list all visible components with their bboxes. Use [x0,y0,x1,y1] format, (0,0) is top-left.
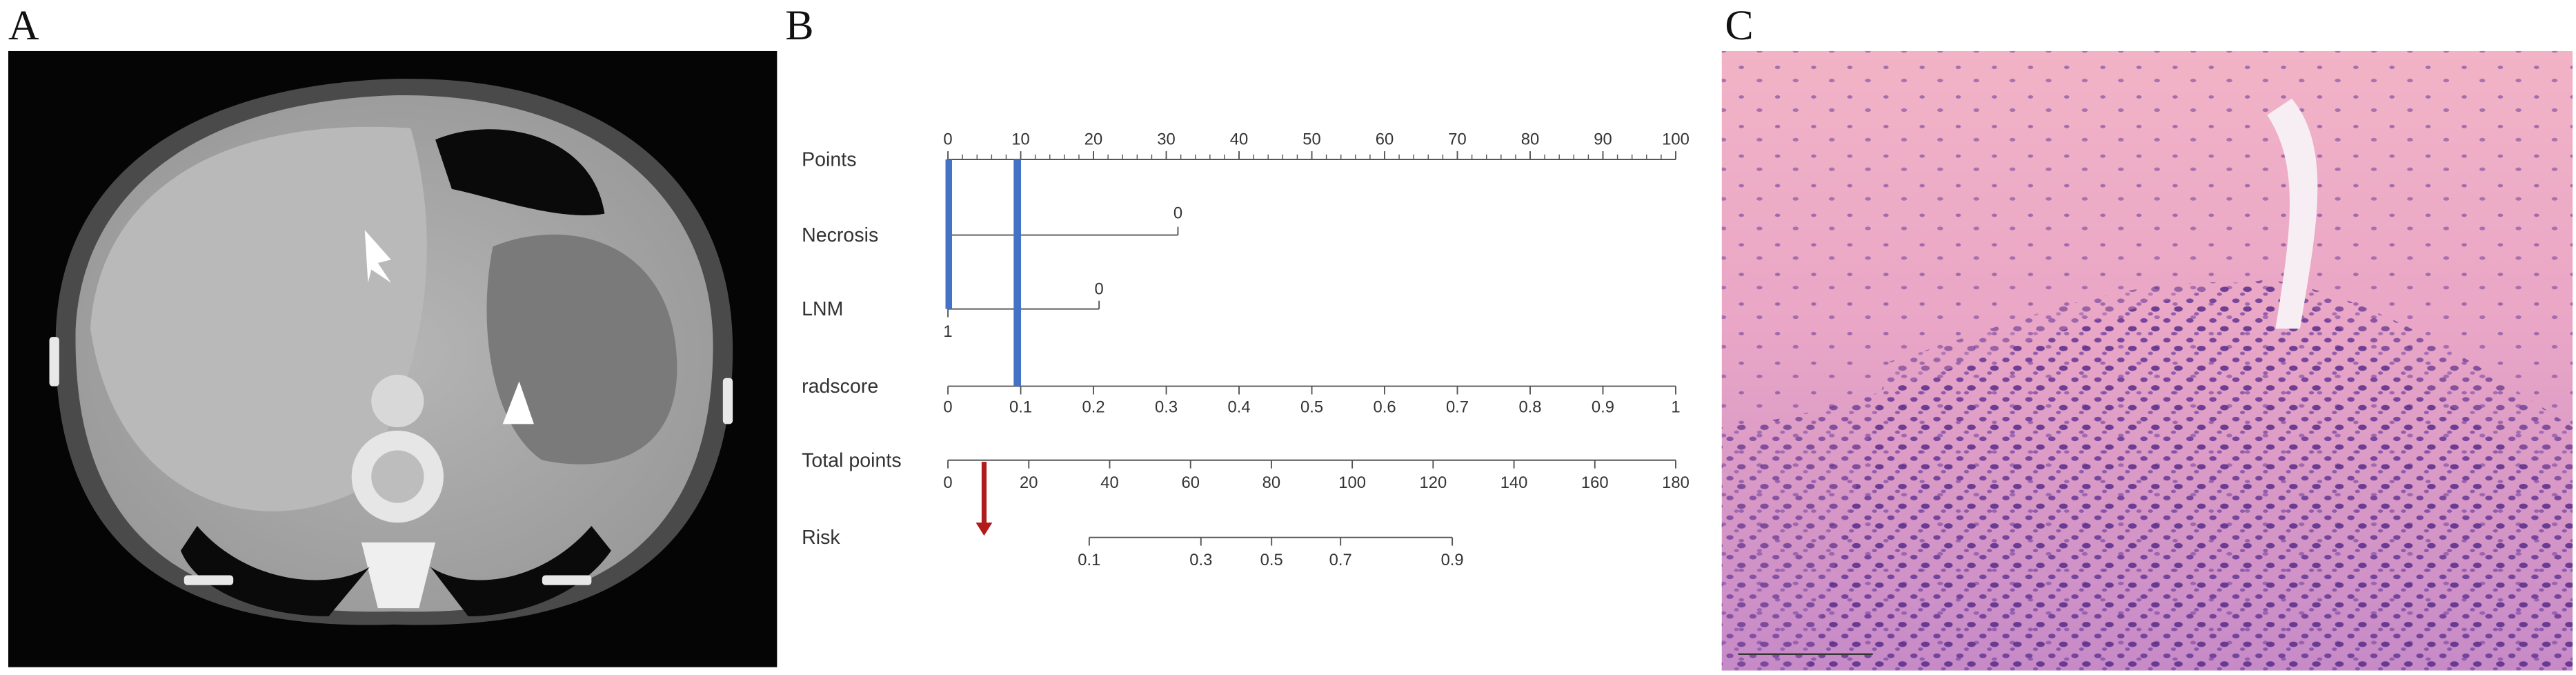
histology-image [1721,50,2573,671]
tick-label: 0 [943,473,952,492]
tick-label: 80 [1521,130,1539,149]
tick-label: 0.8 [1518,398,1541,417]
tick-label: 180 [1662,473,1690,492]
red-arrow [981,462,987,525]
tick-label: 40 [1230,130,1248,149]
blue-marker [945,159,953,309]
blue-marker [1013,159,1022,387]
tick-label: 0.7 [1446,398,1469,417]
tick-label: 20 [1084,130,1102,149]
tick-label: 0.1 [1009,398,1032,417]
tick-label: 1 [1671,398,1680,417]
tick-label: 50 [1302,130,1320,149]
tick-label: 160 [1581,473,1609,492]
tick-label: 100 [1338,473,1366,492]
tick-label: 100 [1662,130,1690,149]
tick-label: 0.7 [1329,551,1352,569]
tick-label: 0 [1173,204,1182,223]
tick-label: 0 [943,130,952,149]
tick-label: 60 [1376,130,1394,149]
tick-label: 10 [1011,130,1029,149]
panel-label: B [785,2,813,49]
red-arrow-head [975,522,993,536]
tick-label: 0.3 [1189,551,1212,569]
tick-label: 40 [1100,473,1118,492]
tick-label: 0.4 [1227,398,1250,417]
panel-label: C [1725,2,1753,49]
tick-label: 70 [1448,130,1466,149]
tick-label: 0.1 [1078,551,1100,569]
tick-label: 0.5 [1260,551,1283,569]
tick-label: 140 [1500,473,1528,492]
row-label: radscore [802,375,878,398]
panel-label: A [8,2,39,49]
row-label: Risk [802,527,840,549]
tick-label: 0.3 [1155,398,1178,417]
tick-label: 0.6 [1373,398,1396,417]
tick-label: 80 [1262,473,1280,492]
row-label: Points [802,149,856,171]
tick-label: 0 [1095,280,1104,298]
tick-label: 20 [1020,473,1038,492]
ct-image [8,50,777,667]
row-label: Necrosis [802,224,878,246]
tick-label: 90 [1594,130,1612,149]
tick-label: 0.2 [1082,398,1105,417]
tick-label: 0.5 [1300,398,1323,417]
row-label: LNM [802,298,843,320]
tick-label: 1 [943,322,952,341]
tick-label: 120 [1419,473,1447,492]
tick-label: 60 [1181,473,1199,492]
tick-label: 0.9 [1441,551,1464,569]
row-label: Total points [802,449,902,471]
tick-label: 0.9 [1592,398,1614,417]
tick-label: 0 [943,398,952,417]
tick-label: 30 [1157,130,1175,149]
